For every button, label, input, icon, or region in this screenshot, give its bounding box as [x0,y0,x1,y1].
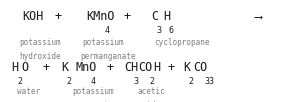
Text: 3: 3 [134,77,139,86]
Text: manganate: manganate [72,101,113,102]
Text: acid: acid [137,101,156,102]
Text: +: + [107,61,114,74]
Text: 33: 33 [205,77,214,86]
Text: ⟶: ⟶ [255,10,262,23]
Text: 3: 3 [157,26,162,35]
Text: permanganate: permanganate [81,52,136,61]
Text: C: C [151,10,158,23]
Text: CO: CO [138,61,153,74]
Text: 2: 2 [67,77,72,86]
Text: 4: 4 [104,26,109,35]
Text: CH: CH [125,61,139,74]
Text: hydroxide: hydroxide [19,52,61,61]
Text: 2: 2 [188,77,193,86]
Text: K: K [183,61,190,74]
Text: K: K [62,61,69,74]
Text: +: + [123,10,130,23]
Text: KOH: KOH [22,10,43,23]
Text: +: + [42,61,50,74]
Text: O: O [21,61,28,74]
Text: acetic: acetic [137,87,165,96]
Text: H: H [163,10,170,23]
Text: 6: 6 [169,26,174,35]
Text: H: H [12,61,19,74]
Text: 2: 2 [17,77,22,86]
Text: potassium: potassium [72,87,113,96]
Text: 4: 4 [90,77,95,86]
Text: +: + [54,10,61,23]
Text: KMnO: KMnO [86,10,115,23]
Text: cyclopropane: cyclopropane [154,38,209,47]
Text: 2: 2 [149,77,154,86]
Text: potassium: potassium [82,38,124,47]
Text: +: + [168,61,175,74]
Text: MnO: MnO [76,61,97,74]
Text: water: water [17,87,40,96]
Text: CO: CO [193,61,207,74]
Text: H: H [153,61,160,74]
Text: potassium: potassium [19,38,61,47]
